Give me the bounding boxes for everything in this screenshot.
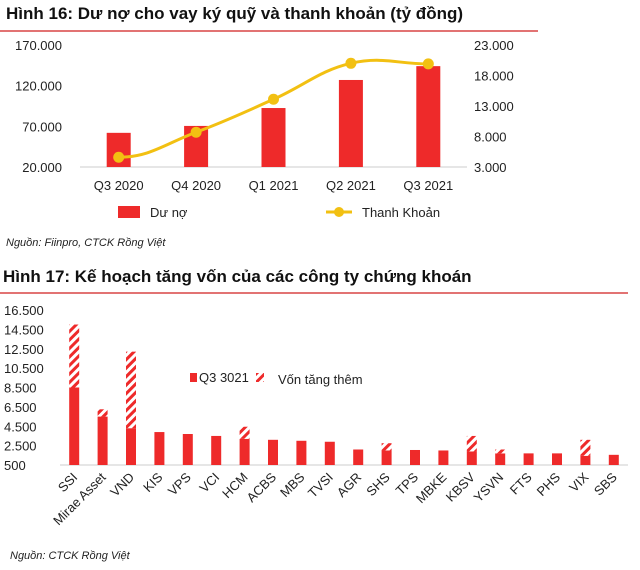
chart2-legend: Q3 3021 Vốn tăng thêm [190, 370, 363, 387]
x-tick-label: MBKE [413, 469, 450, 506]
x-tick-label: MBS [277, 469, 308, 500]
x-tick-label: VIX [566, 469, 592, 495]
bar-von-tang-them [466, 435, 477, 452]
bar-q3-3021 [126, 428, 136, 465]
chart1-plot: 170.000 120.000 70.000 20.000 23.000 18.000 13… [15, 38, 514, 193]
point-thanh-khoan [113, 151, 125, 163]
y-right-tick-label: 18.000 [474, 69, 514, 84]
bar-du-no [261, 108, 286, 167]
chart1-title: Hình 16: Dư nợ cho vay ký quỹ và thanh k… [6, 4, 463, 23]
bar-du-no [416, 66, 441, 167]
bar-q3-3021 [324, 441, 335, 465]
legend-label-du-no: Dư nợ [150, 205, 188, 220]
y-left-tick-label: 20.000 [22, 160, 62, 175]
y-right-tick-label: 13.000 [474, 99, 514, 114]
y-right-tick-label: 23.000 [474, 38, 514, 53]
bar-von-tang-them [69, 324, 80, 388]
bar-du-no [338, 79, 363, 167]
chart2-plot: 16.500 14.500 12.500 10.500 8.500 6.500 4.500 2… [4, 303, 628, 528]
bar-q3-3021 [495, 453, 506, 465]
y-left-tick-label: 170.000 [15, 38, 62, 53]
legend-label-q3: Q3 3021 [199, 370, 249, 385]
point-thanh-khoan [190, 126, 202, 138]
x-tick-label: Q1 2021 [249, 178, 299, 193]
x-tick-label: VCI [196, 470, 222, 496]
x-tick-label: VND [107, 470, 137, 500]
y-tick-label: 8.500 [4, 381, 37, 396]
bar-von-tang-them [495, 449, 506, 454]
bar-q3-3021 [466, 451, 477, 465]
x-tick-label: SHS [363, 469, 393, 499]
legend-label-thanh-khoan: Thanh Khoản [362, 205, 440, 220]
point-thanh-khoan [268, 93, 279, 105]
chart2-title: Hình 17: Kế hoạch tăng vốn của các công … [3, 267, 472, 286]
legend-swatch-du-no [118, 206, 140, 218]
chart1-source: Nguồn: Fiinpro, CTCK Rồng Việt [6, 237, 166, 249]
x-tick-label: AGR [334, 470, 365, 501]
bar-q3-3021 [268, 439, 278, 465]
bar-von-tang-them [97, 409, 108, 417]
x-tick-label: ACBS [243, 469, 279, 505]
bar-q3-3021 [154, 432, 165, 465]
x-tick-label: SBS [591, 469, 620, 498]
x-tick-label: KIS [140, 469, 166, 495]
legend-label-von-tang-them: Vốn tăng thêm [278, 372, 363, 387]
bar-von-tang-them [381, 443, 392, 451]
bar-q3-3021 [182, 434, 193, 465]
bar-q3-3021 [438, 450, 449, 465]
x-tick-label: Q2 2021 [326, 178, 376, 193]
bar-q3-3021 [523, 453, 534, 465]
y-tick-label: 6.500 [4, 400, 37, 415]
point-thanh-khoan [422, 58, 434, 70]
x-tick-label: Mirae Asset [50, 469, 109, 528]
y-tick-label: 500 [4, 458, 26, 473]
bar-q3-3021 [353, 449, 364, 465]
bar-von-tang-them [126, 351, 136, 429]
chart2-source: Nguồn: CTCK Rồng Việt [10, 550, 131, 562]
x-tick-label: TVSI [305, 470, 336, 501]
y-right-tick-label: 8.000 [474, 130, 507, 145]
y-tick-label: 2.500 [4, 439, 37, 454]
bar-q3-3021 [69, 387, 80, 465]
legend-swatch-q3 [190, 373, 197, 382]
y-left-tick-label: 120.000 [15, 79, 62, 94]
legend-marker-thanh-khoan [334, 207, 344, 217]
x-tick-label: Q3 2020 [94, 178, 144, 193]
chart1-legend: Dư nợ Thanh Khoản [118, 205, 440, 220]
bar-von-tang-them [580, 439, 591, 456]
y-tick-label: 12.500 [4, 342, 44, 357]
bar-q3-3021 [296, 440, 307, 465]
x-tick-label: Q4 2020 [171, 178, 221, 193]
bar-von-tang-them [239, 426, 250, 439]
bar-q3-3021 [97, 416, 108, 465]
y-tick-label: 14.500 [4, 322, 44, 337]
y-tick-label: 16.500 [4, 303, 44, 318]
y-tick-label: 4.500 [4, 419, 37, 434]
x-tick-label: PHS [534, 469, 564, 499]
y-right-tick-label: 3.000 [474, 160, 507, 175]
legend-swatch-von-tang-them [256, 373, 264, 382]
x-tick-label: Q3 2021 [403, 178, 453, 193]
x-tick-label: YSVN [471, 470, 507, 506]
x-tick-label: VPS [165, 469, 194, 498]
y-tick-label: 10.500 [4, 361, 44, 376]
x-tick-label: FTS [507, 469, 535, 497]
bar-q3-3021 [552, 453, 562, 465]
bar-q3-3021 [608, 454, 619, 465]
bar-q3-3021 [410, 449, 420, 465]
y-left-tick-label: 70.000 [22, 119, 62, 134]
bar-q3-3021 [239, 438, 250, 465]
bar-q3-3021 [580, 455, 591, 465]
bar-q3-3021 [211, 435, 222, 465]
x-tick-label: KBSV [443, 469, 478, 504]
point-thanh-khoan [345, 57, 357, 69]
bar-q3-3021 [381, 450, 392, 465]
